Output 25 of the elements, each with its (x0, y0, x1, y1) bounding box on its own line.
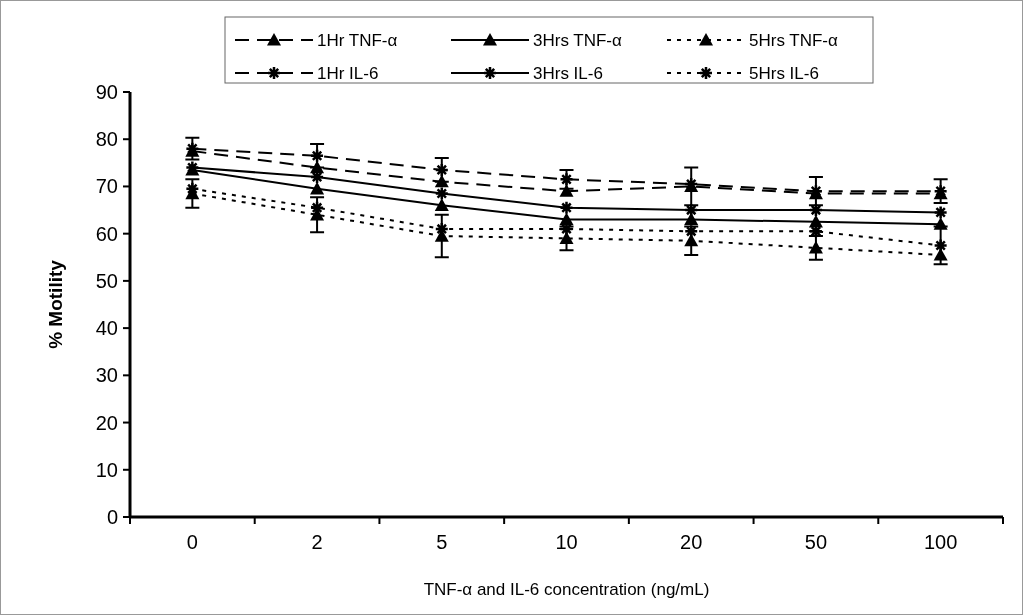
x-tick-label: 100 (923, 531, 958, 553)
y-tick-label: 50 (95, 269, 118, 292)
y-tick-label: 30 (95, 364, 118, 387)
y-tick-label: 80 (95, 128, 118, 151)
x-tick-label: 5 (436, 531, 448, 553)
x-axis-title: TNF-α and IL-6 concentration (ng/mL) (423, 580, 710, 599)
y-tick-label: 0 (106, 506, 118, 528)
y-tick-label: 60 (95, 222, 118, 245)
y-tick-label: 40 (95, 317, 118, 340)
legend-label: 3Hrs TNF-α (533, 30, 623, 50)
x-tick-label: 0 (186, 531, 198, 553)
legend-label: 5Hrs IL-6 (749, 63, 819, 83)
legend-label: 3Hrs IL-6 (533, 63, 603, 83)
x-tick-label: 2 (311, 531, 323, 553)
legend-label: 1Hr TNF-α (317, 30, 398, 50)
y-tick-label: 70 (95, 175, 118, 198)
legend-label: 5Hrs TNF-α (749, 30, 839, 50)
y-axis-title: % Motility (45, 259, 66, 349)
y-tick-label: 20 (95, 411, 118, 434)
x-tick-label: 20 (680, 531, 703, 553)
legend-label: 1Hr IL-6 (317, 63, 379, 83)
y-tick-label: 10 (95, 458, 118, 481)
y-tick-label: 90 (95, 81, 118, 103)
x-tick-label: 50 (804, 531, 828, 553)
x-tick-label: 10 (555, 531, 578, 553)
